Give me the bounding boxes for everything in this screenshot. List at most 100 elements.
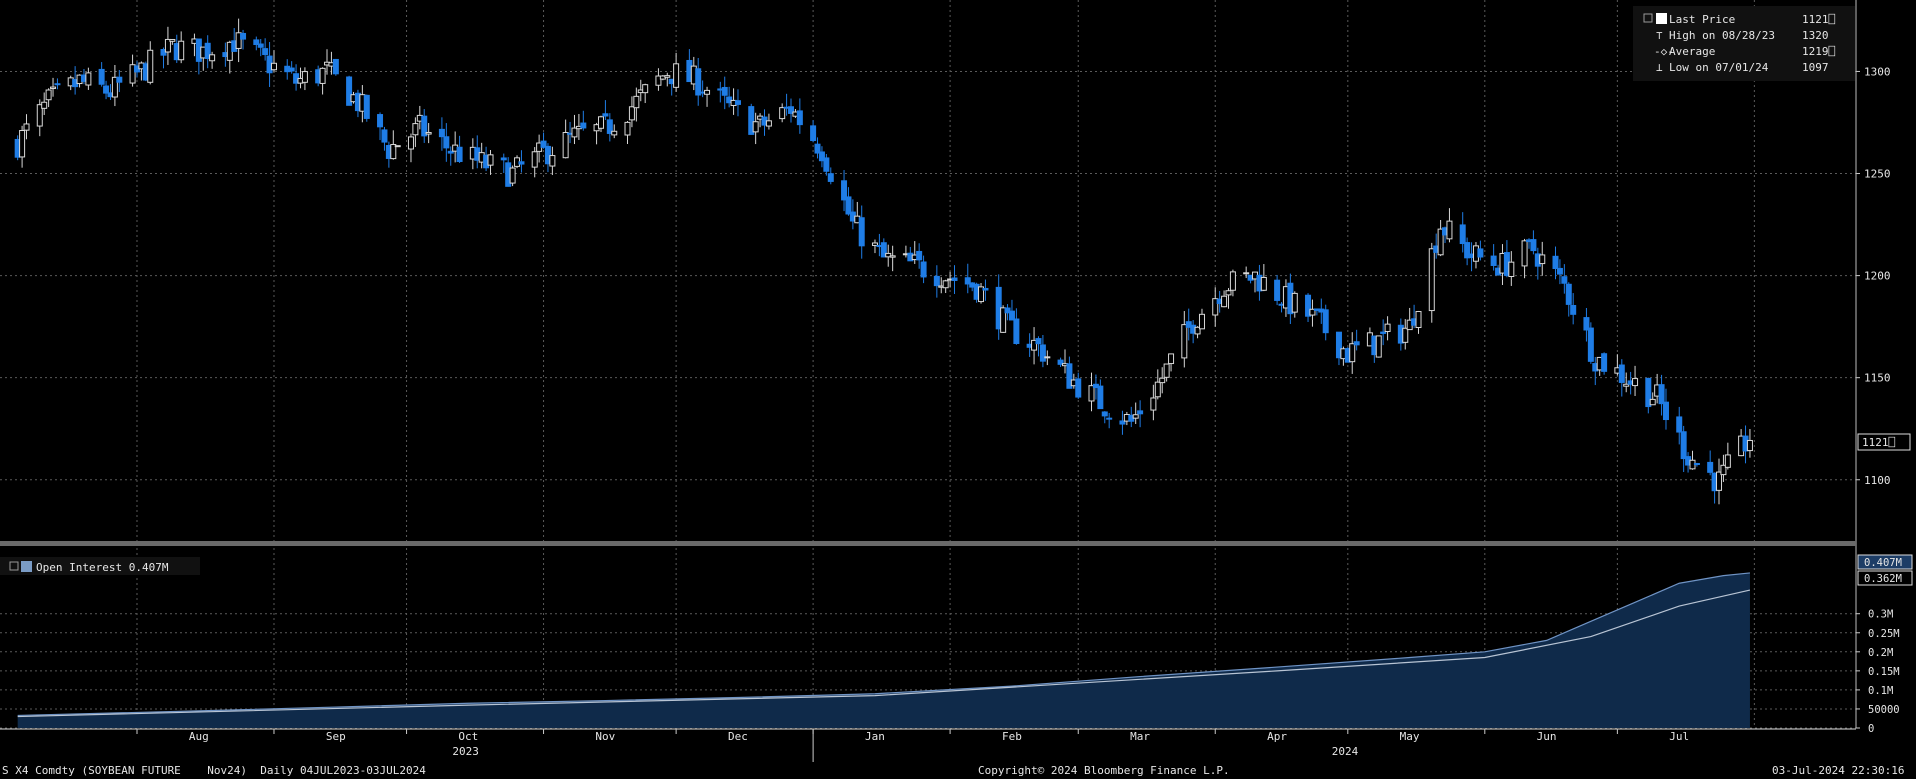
candle-body <box>19 130 26 158</box>
candle-body <box>1039 344 1046 362</box>
candle-body <box>447 150 454 154</box>
candle-body <box>240 32 247 40</box>
candle-body <box>169 38 176 42</box>
oi-expand-icon[interactable] <box>9 561 19 571</box>
candle-body <box>1384 323 1391 332</box>
candle-body <box>1031 339 1038 351</box>
candle-body <box>1353 341 1360 346</box>
candle-body <box>1185 321 1192 328</box>
candle-body <box>1477 248 1484 258</box>
candlestick-series <box>14 18 1753 505</box>
candle-body <box>1198 313 1205 330</box>
candle-body <box>1561 276 1568 284</box>
candle-body <box>1097 385 1104 410</box>
x-month-label: Nov <box>595 730 615 743</box>
candle-body <box>262 48 269 56</box>
candle-body <box>438 128 445 138</box>
candle-body <box>916 250 923 261</box>
y-tick-label: 1200 <box>1864 270 1891 283</box>
legend-expand-icon[interactable] <box>1643 13 1653 23</box>
candle-body <box>1464 242 1471 259</box>
legend-last-price-label: Last Price <box>1669 13 1735 26</box>
candle-body <box>1530 239 1537 252</box>
candle-body <box>1349 343 1356 363</box>
candle-body <box>1490 255 1497 266</box>
candle-body <box>1212 298 1219 316</box>
candle-body <box>633 95 640 109</box>
candle-body <box>695 68 702 96</box>
candle-body <box>964 277 971 285</box>
gridlines <box>0 0 1856 729</box>
candle-body <box>611 130 618 136</box>
candle-body <box>509 167 516 184</box>
legend-last-price-value: 1121⎕ <box>1802 13 1835 26</box>
candle-body <box>1229 271 1236 291</box>
candle-body <box>1013 318 1020 344</box>
candle-body <box>827 173 834 182</box>
candle-body <box>425 132 432 135</box>
x-month-label: Feb <box>1002 730 1022 743</box>
candle-body <box>518 161 525 165</box>
candle-body <box>1088 385 1095 402</box>
candle-body <box>1508 261 1515 278</box>
candle-body <box>779 107 786 120</box>
oi-y-tick-label: 0.25M <box>1868 628 1900 640</box>
last-price-tag: 1121⎕ <box>1857 433 1911 451</box>
y-tick-label: 1100 <box>1864 474 1891 487</box>
candle-body <box>1693 463 1700 466</box>
candle-body <box>704 89 711 95</box>
candle-body <box>765 120 772 127</box>
y-tick-label: 1250 <box>1864 168 1891 181</box>
x-month-label: Oct <box>458 730 478 743</box>
candle-body <box>796 110 803 126</box>
x-year-label: 2024 <box>1332 745 1359 758</box>
candle-body <box>642 84 649 94</box>
legend-low-value: 1097 <box>1802 61 1829 74</box>
candle-body <box>818 151 825 162</box>
oi-y-tick-label: 0 <box>1868 723 1874 735</box>
candle-body <box>36 104 43 127</box>
candle-body <box>1632 378 1639 387</box>
candle-body <box>253 39 260 45</box>
candle-body <box>1260 276 1267 291</box>
candle-body <box>845 196 852 215</box>
oi-swatch <box>21 561 32 572</box>
candle-body <box>1305 294 1312 317</box>
candle-body <box>580 122 587 129</box>
candle-body <box>164 38 171 53</box>
candle-body <box>1662 401 1669 421</box>
candle-body <box>933 275 940 287</box>
candle-body <box>734 100 741 105</box>
candle-body <box>377 114 384 128</box>
open-interest-series <box>17 572 1751 728</box>
x-axis: Aug Sep Oct Nov Dec Jan Feb Mar Apr May Jun Jul 2023… <box>0 728 1856 762</box>
candle-body <box>1159 377 1166 384</box>
x-year-label: 2023 <box>452 745 479 758</box>
candle-body <box>1446 220 1453 240</box>
candle-body <box>45 89 52 101</box>
candle-body <box>1552 255 1559 270</box>
candle-body <box>978 286 985 303</box>
panel-divider[interactable] <box>0 541 1856 546</box>
candle-body <box>726 96 733 104</box>
chart-footer: S X4 Comdty (SOYBEAN FUTURE Nov24) Daily… <box>0 763 1916 779</box>
candle-body <box>664 75 671 78</box>
oi-y-tick-label: 0.2M <box>1868 647 1893 659</box>
candle-body <box>628 106 635 121</box>
candle-body <box>624 121 631 136</box>
candle-body <box>129 64 136 84</box>
candle-body <box>1380 331 1387 334</box>
candle-body <box>257 43 264 48</box>
candle-body <box>1137 410 1144 415</box>
candle-body <box>1291 292 1298 313</box>
candle-body <box>319 67 326 84</box>
legend-low-label: Low on 07/01/24 <box>1669 61 1769 74</box>
candle-body <box>1035 338 1042 345</box>
candle-body <box>1057 359 1064 365</box>
candle-body <box>1720 464 1727 476</box>
candle-body <box>1680 431 1687 460</box>
candle-body <box>788 106 795 114</box>
footer-copyright: Copyright© 2024 Bloomberg Finance L.P. <box>978 764 1230 777</box>
candle-body <box>1044 356 1051 359</box>
